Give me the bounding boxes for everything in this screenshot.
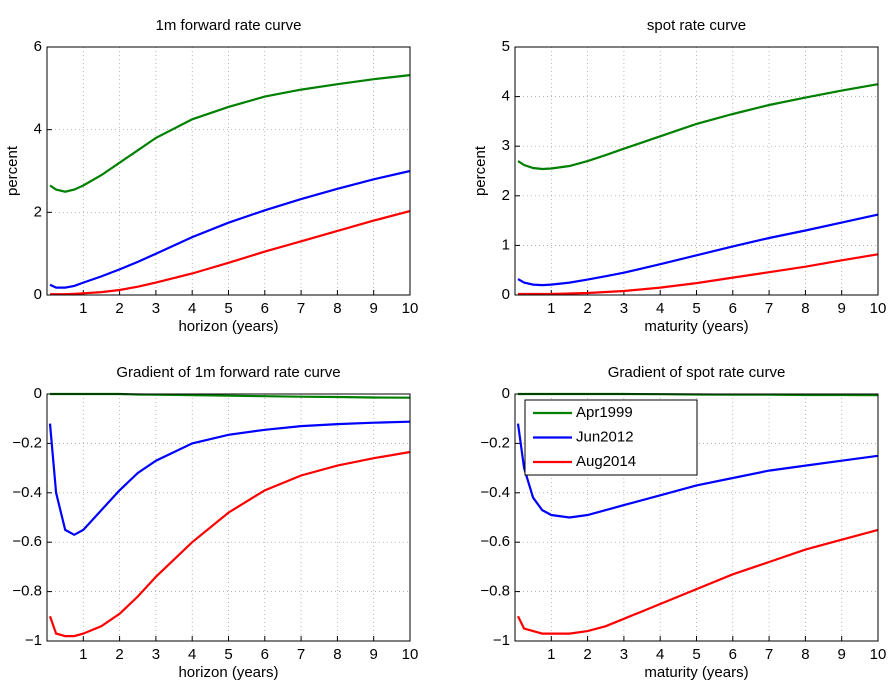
legend: Apr1999 Jun2012 Aug2014 <box>524 399 698 476</box>
axes-frame <box>46 393 411 642</box>
x-tick-label: 2 <box>583 300 591 317</box>
x-tick-label: 1 <box>79 646 87 663</box>
line-series <box>518 253 879 296</box>
y-tick-label: −1 <box>25 632 42 649</box>
x-tick-label: 8 <box>801 300 809 317</box>
y-tick-label: 0 <box>34 385 42 402</box>
y-tick-label: 2 <box>502 187 510 204</box>
x-tick-label: 9 <box>370 646 378 663</box>
axes-frame <box>514 46 879 296</box>
x-tick-label: 2 <box>115 646 123 663</box>
line-series <box>50 210 411 296</box>
legend-label: Aug2014 <box>576 453 636 470</box>
x-tick-label: 3 <box>152 300 160 317</box>
x-tick-label: 1 <box>79 300 87 317</box>
y-tick-label: 0 <box>34 286 42 303</box>
x-axis-label: horizon (years) <box>178 318 278 335</box>
line-series <box>48 450 411 638</box>
x-tick-label: 7 <box>297 646 305 663</box>
y-tick-label: −0.8 <box>12 583 42 600</box>
y-tick-label: −0.4 <box>480 484 510 501</box>
line-series <box>49 74 411 193</box>
x-tick-label: 6 <box>261 646 269 663</box>
chart-title: Gradient of 1m forward rate curve <box>116 364 340 381</box>
chart-title: spot rate curve <box>647 17 746 34</box>
x-tick-label: 3 <box>620 646 628 663</box>
panel: 1 2 3 4 5 6 7 8 9 10 0 1 2 3 4 5 spot rate curve maturity… <box>472 17 886 335</box>
y-tick-label: 4 <box>34 121 42 138</box>
x-tick-label: 3 <box>620 300 628 317</box>
line-series <box>517 83 879 171</box>
x-tick-label: 5 <box>692 300 700 317</box>
x-tick-label: 10 <box>402 646 419 663</box>
y-tick-label: −0.4 <box>12 484 42 501</box>
axes-frame <box>514 393 879 642</box>
x-tick-label: 10 <box>402 300 419 317</box>
plot-area <box>47 394 410 641</box>
x-tick-label: 9 <box>838 646 846 663</box>
y-tick-label: 3 <box>502 137 510 154</box>
panel: 1 2 3 4 5 6 7 8 9 10 −1 −0.8 −0.6 −0.4 −0.2 0 Gradient o… <box>12 364 418 681</box>
x-axis-label: horizon (years) <box>178 664 278 681</box>
chart-title: 1m forward rate curve <box>156 17 302 34</box>
x-tick-label: 7 <box>765 300 773 317</box>
x-tick-label: 8 <box>333 646 341 663</box>
x-tick-label: 6 <box>729 646 737 663</box>
y-tick-label: 4 <box>502 88 510 105</box>
legend-label: Apr1999 <box>576 404 633 421</box>
y-tick-label: −0.6 <box>480 533 510 550</box>
y-tick-label: 6 <box>34 38 42 55</box>
x-tick-label: 8 <box>333 300 341 317</box>
y-tick-label: 0 <box>502 286 510 303</box>
x-tick-label: 10 <box>870 300 887 317</box>
panel: 1 2 3 4 5 6 7 8 9 10 0 2 4 6 1m forward rate curve hori… <box>4 17 418 335</box>
x-tick-label: 6 <box>729 300 737 317</box>
x-tick-label: 4 <box>656 646 664 663</box>
x-tick-label: 9 <box>838 300 846 317</box>
x-tick-label: 7 <box>297 300 305 317</box>
x-tick-label: 2 <box>583 646 591 663</box>
x-tick-label: 10 <box>870 646 887 663</box>
x-tick-label: 1 <box>547 300 555 317</box>
axes-frame <box>46 46 411 296</box>
y-tick-label: −0.2 <box>480 434 510 451</box>
y-axis-label: percent <box>472 145 489 196</box>
y-tick-label: −1 <box>493 632 510 649</box>
x-tick-label: 5 <box>692 646 700 663</box>
x-tick-label: 6 <box>261 300 269 317</box>
chart-title: Gradient of spot rate curve <box>608 364 786 381</box>
y-tick-label: 2 <box>34 203 42 220</box>
y-tick-label: 0 <box>502 385 510 402</box>
y-axis-label: percent <box>4 145 21 196</box>
x-tick-label: 2 <box>115 300 123 317</box>
line-series <box>516 423 879 519</box>
panel: 1 2 3 4 5 6 7 8 9 10 −1 −0.8 −0.6 −0.4 −0.2 0 Gradient o… <box>480 364 886 681</box>
line-series <box>48 420 411 537</box>
x-tick-label: 8 <box>801 646 809 663</box>
legend-label: Jun2012 <box>576 428 634 445</box>
line-series <box>49 169 411 289</box>
y-tick-label: −0.2 <box>12 434 42 451</box>
y-tick-label: 1 <box>502 236 510 253</box>
x-tick-label: 5 <box>224 300 232 317</box>
x-tick-label: 9 <box>370 300 378 317</box>
x-tick-label: 5 <box>224 646 232 663</box>
x-tick-label: 3 <box>152 646 160 663</box>
x-axis-label: maturity (years) <box>644 664 748 681</box>
x-tick-label: 7 <box>765 646 773 663</box>
x-tick-label: 4 <box>656 300 664 317</box>
y-tick-label: −0.6 <box>12 533 42 550</box>
line-series <box>517 213 879 287</box>
x-axis-label: maturity (years) <box>644 318 748 335</box>
y-tick-label: 5 <box>502 38 510 55</box>
line-series <box>517 528 879 635</box>
x-tick-label: 4 <box>188 300 196 317</box>
x-tick-label: 1 <box>547 646 555 663</box>
y-tick-label: −0.8 <box>480 583 510 600</box>
x-tick-label: 4 <box>188 646 196 663</box>
